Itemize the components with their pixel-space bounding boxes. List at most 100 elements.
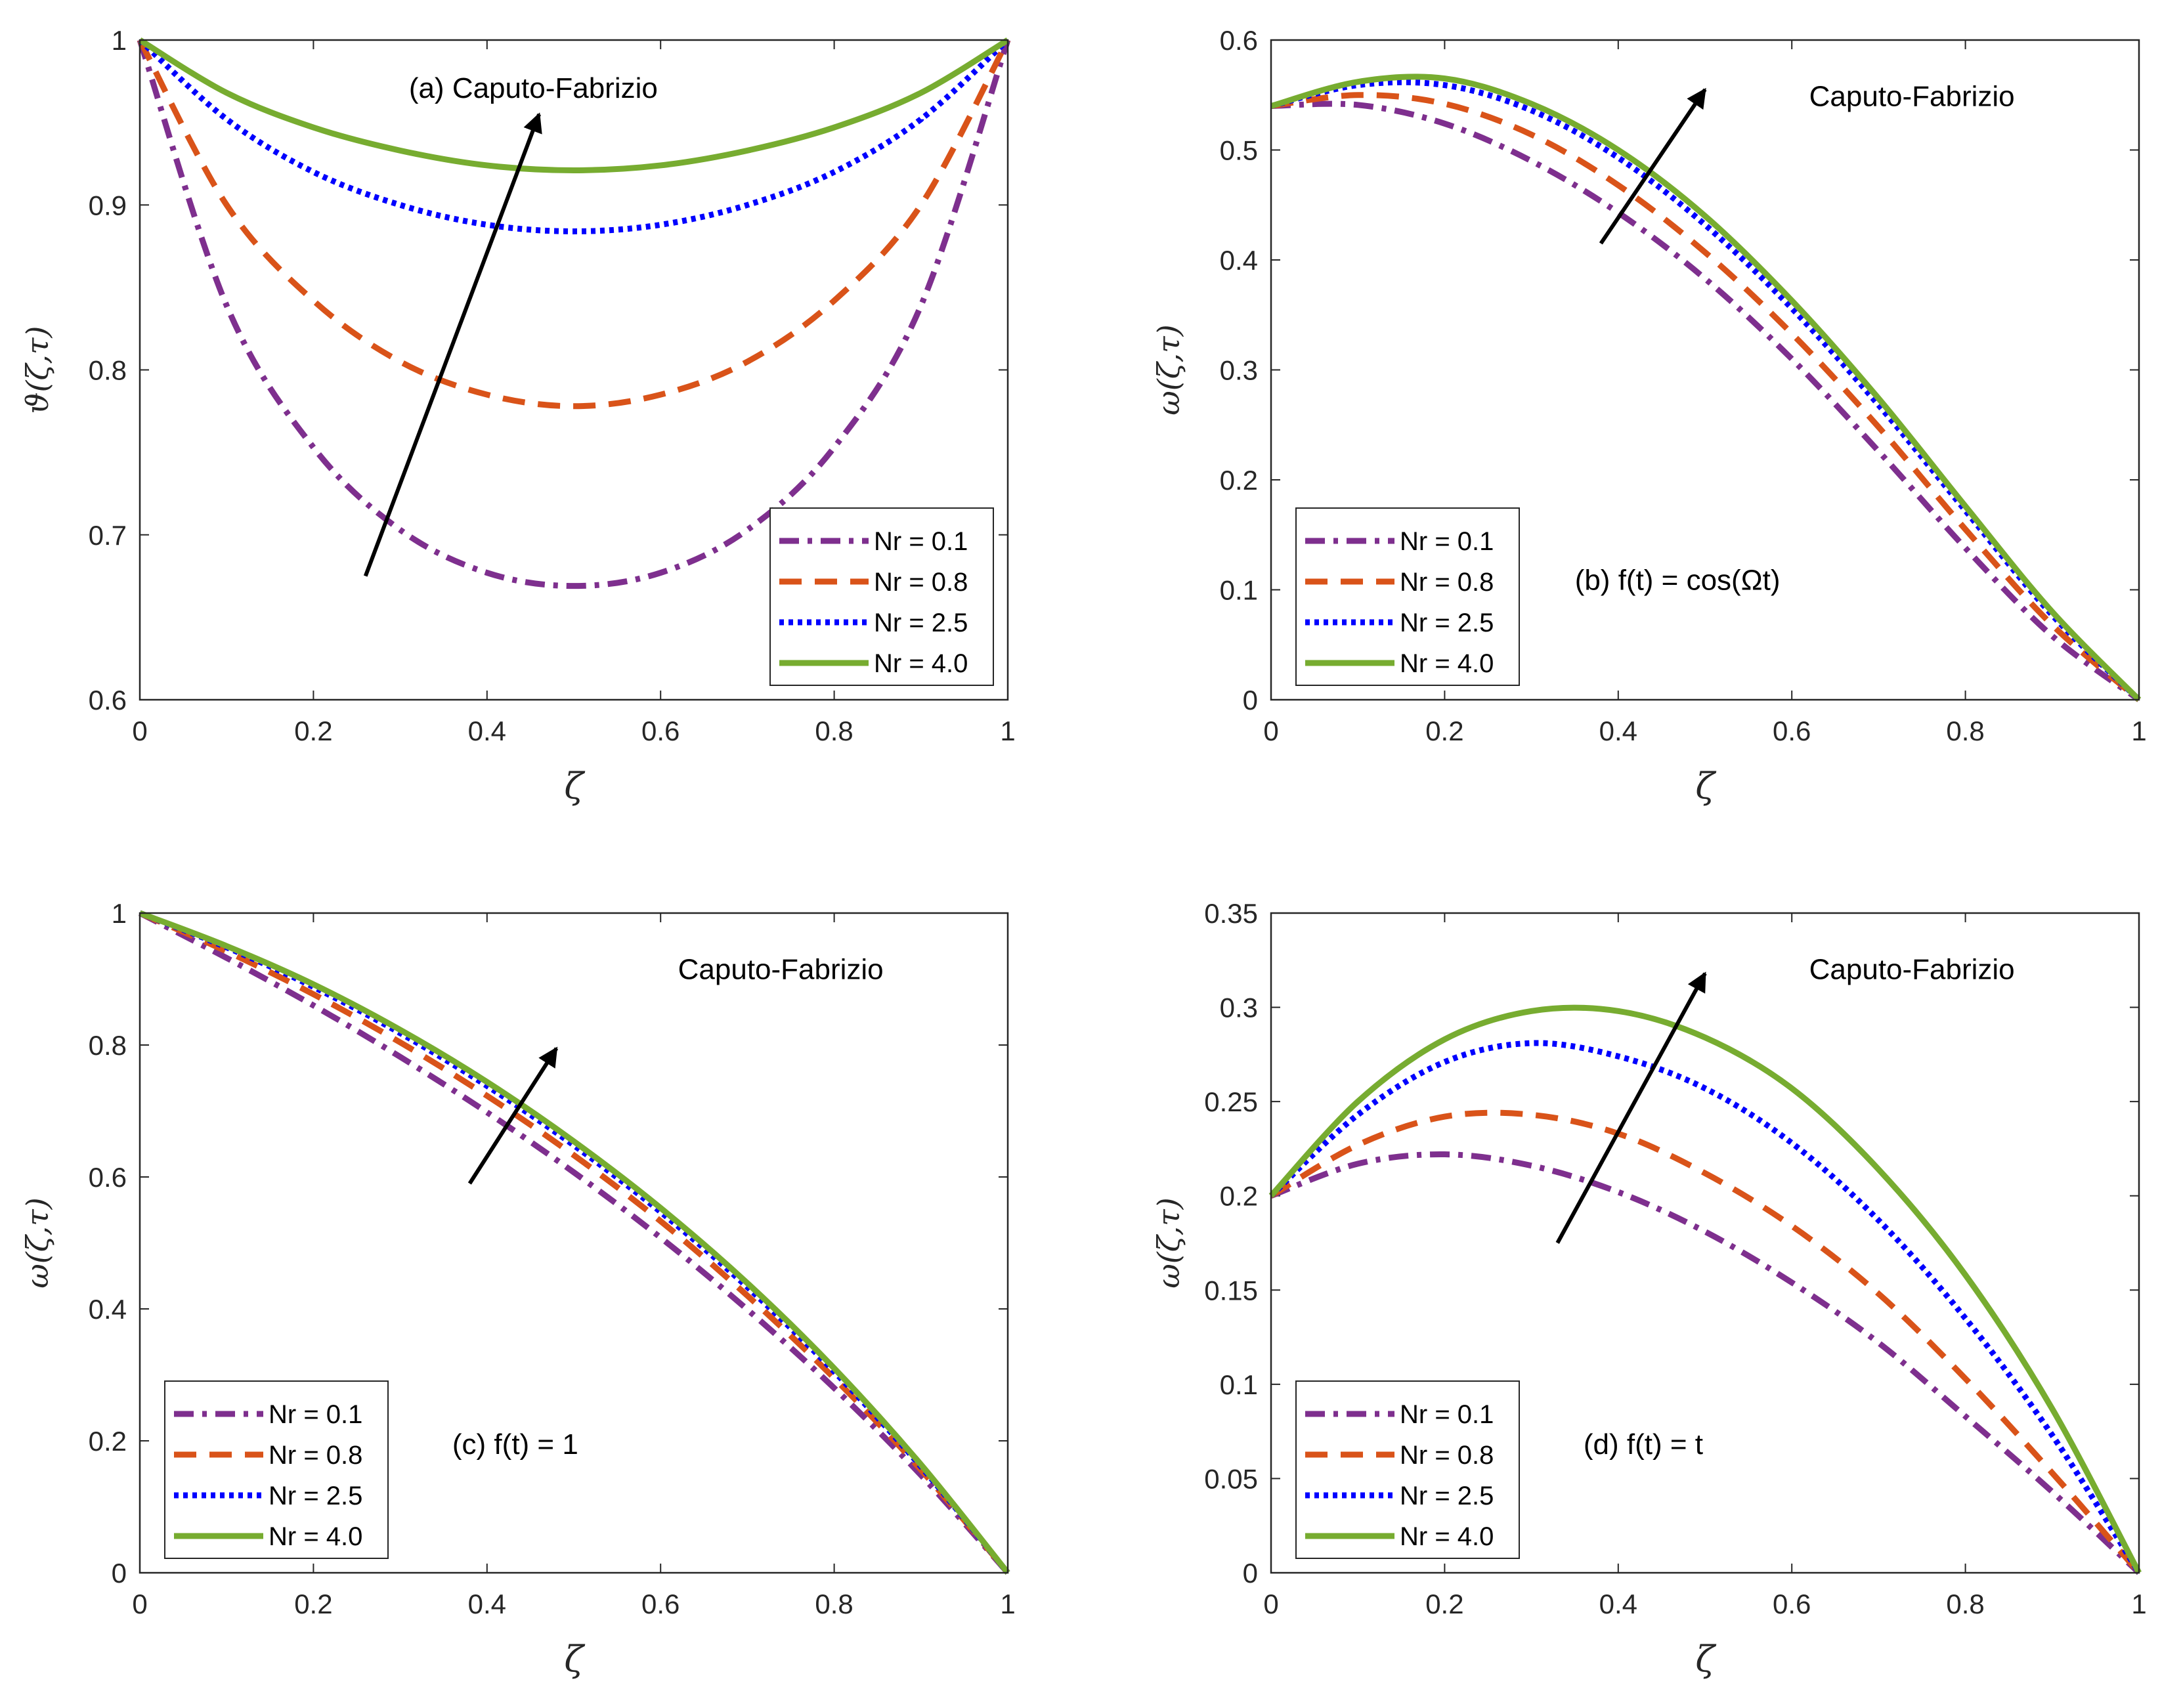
x-tick-label: 1 xyxy=(1000,715,1015,746)
annotation-text: (a) Caputo-Fabrizio xyxy=(409,72,658,104)
trend-arrow xyxy=(467,1046,559,1185)
y-tick-label: 0.2 xyxy=(89,1426,127,1457)
y-tick-label: 0.25 xyxy=(1204,1086,1258,1117)
x-tick-label: 0.2 xyxy=(294,1589,332,1619)
y-tick-label: 0.2 xyxy=(1220,465,1258,496)
y-tick-label: 0.8 xyxy=(89,1030,127,1061)
series-line-2 xyxy=(137,38,1010,410)
axes-box xyxy=(139,39,1009,701)
x-tick-label: 0.8 xyxy=(815,1589,853,1619)
legend-label: Nr = 0.8 xyxy=(874,568,968,597)
y-tick-label: 0.6 xyxy=(89,1162,127,1193)
series-line-3 xyxy=(137,37,1010,234)
legend-label: Nr = 0.1 xyxy=(1400,527,1494,556)
trend-arrow xyxy=(1555,971,1707,1244)
legend-label: Nr = 2.5 xyxy=(874,608,968,637)
y-tick-label: 0 xyxy=(1243,1558,1258,1589)
legend-box xyxy=(1295,1380,1520,1559)
x-tick-label: 0.8 xyxy=(1946,715,1984,746)
legend-label: Nr = 4.0 xyxy=(1400,1522,1494,1551)
legend-box xyxy=(164,1380,389,1559)
legend-label: Nr = 0.8 xyxy=(269,1441,362,1470)
series-line-4 xyxy=(138,37,1010,173)
x-tick-label: 0.4 xyxy=(1599,1589,1637,1619)
y-tick-label: 0.05 xyxy=(1204,1463,1258,1494)
x-axis-label: ζ xyxy=(1695,1638,1716,1680)
x-tick-label: 0 xyxy=(132,1589,147,1619)
series-line-1 xyxy=(137,39,1011,589)
x-tick-label: 0.2 xyxy=(1425,1589,1463,1619)
panel-c: 0 0.2 0.4 0.6 0.8 1 0 0.2 0.4 0.6 0.8 1 Caputo-Fabri… xyxy=(20,898,1016,1680)
x-tick-label: 1 xyxy=(1000,1589,1015,1619)
axes-box xyxy=(1270,39,2140,701)
legend-label: Nr = 4.0 xyxy=(874,649,968,678)
legend-box xyxy=(769,507,994,686)
y-axis-label: ω(ζ,τ) xyxy=(1151,1197,1186,1288)
x-axis-label: ζ xyxy=(564,765,585,807)
x-tick-label: 0 xyxy=(132,715,147,746)
x-tick-label: 0.6 xyxy=(1773,715,1811,746)
panel-b: 0 0.2 0.4 0.6 0.8 1 0 0.1 0.2 0.3 0.4 0.5 0.6 Caputo-… xyxy=(1151,25,2147,807)
series-line-1 xyxy=(1270,1151,2142,1575)
x-tick-label: 1 xyxy=(2131,715,2146,746)
x-tick-label: 0.6 xyxy=(1773,1589,1811,1619)
annotation-text: Caputo-Fabrizio xyxy=(1809,81,2015,113)
y-tick-label: 0.6 xyxy=(89,685,127,715)
axes-box xyxy=(139,912,1009,1574)
legend-label: Nr = 2.5 xyxy=(269,1482,362,1510)
legend-label: Nr = 0.8 xyxy=(1400,1441,1494,1470)
y-tick-label: 0.3 xyxy=(1220,355,1258,386)
legend-box xyxy=(1295,507,1520,686)
y-tick-label: 0.7 xyxy=(89,520,127,551)
x-tick-label: 0.4 xyxy=(1599,715,1637,746)
x-axis-label: ζ xyxy=(564,1638,585,1680)
y-tick-label: 0.5 xyxy=(1220,135,1258,166)
legend-label: Nr = 2.5 xyxy=(1400,608,1494,637)
legend-label: Nr = 0.1 xyxy=(1400,1400,1494,1429)
panel-d: 0 0.2 0.4 0.6 0.8 1 0 0.05 0.1 0.15 0.2 0.25 0.3 0.35… xyxy=(1151,898,2147,1680)
series-line-1 xyxy=(138,910,1010,1575)
annotation-text: (d) f(t) = t xyxy=(1584,1428,1703,1461)
x-tick-label: 0.8 xyxy=(815,715,853,746)
legend-label: Nr = 0.8 xyxy=(1400,568,1494,597)
y-tick-label: 0 xyxy=(112,1558,127,1589)
y-tick-label: 1 xyxy=(112,898,127,929)
y-tick-label: 0.8 xyxy=(89,355,127,386)
x-tick-label: 0.2 xyxy=(294,715,332,746)
annotation-text: (c) f(t) = 1 xyxy=(452,1428,578,1461)
y-tick-label: 0.4 xyxy=(89,1294,127,1325)
legend: Nr = 0.1 Nr = 0.8 Nr = 2.5 Nr = 4.0 xyxy=(769,507,994,686)
y-axis-label: ϑ(ζ,τ) xyxy=(20,326,55,414)
x-tick-label: 1 xyxy=(2131,1589,2146,1619)
trend-arrow xyxy=(363,112,542,577)
y-tick-label: 0.6 xyxy=(1220,25,1258,56)
y-tick-label: 0.35 xyxy=(1204,898,1258,929)
legend-label: Nr = 4.0 xyxy=(1400,649,1494,678)
legend-label: Nr = 2.5 xyxy=(1400,1482,1494,1510)
legend: Nr = 0.1 Nr = 0.8 Nr = 2.5 Nr = 4.0 xyxy=(1295,507,1520,686)
y-axis-label: ω(ζ,τ) xyxy=(20,1197,55,1288)
x-tick-label: 0 xyxy=(1263,715,1278,746)
x-tick-label: 0.6 xyxy=(641,1589,680,1619)
x-tick-label: 0.2 xyxy=(1425,715,1463,746)
x-axis-label: ζ xyxy=(1695,765,1716,807)
series-line-2 xyxy=(1269,1109,2142,1575)
legend-label: Nr = 4.0 xyxy=(269,1522,362,1551)
series-line-2 xyxy=(139,910,1010,1575)
x-tick-label: 0.8 xyxy=(1946,1589,1984,1619)
x-tick-label: 0.4 xyxy=(468,1589,506,1619)
y-tick-label: 0.1 xyxy=(1220,575,1258,606)
y-tick-label: 0.15 xyxy=(1204,1275,1258,1306)
series-line-4 xyxy=(139,910,1010,1575)
series-line-4 xyxy=(1268,1004,2142,1575)
annotation-text: (b) f(t) = cos(Ωt) xyxy=(1575,565,1781,597)
trend-arrow xyxy=(1599,87,1707,245)
y-tick-label: 1 xyxy=(112,25,127,56)
y-tick-label: 0.2 xyxy=(1220,1181,1258,1212)
x-tick-label: 0.4 xyxy=(468,715,506,746)
y-axis-label: ω(ζ,τ) xyxy=(1151,324,1186,415)
series-line-2 xyxy=(1270,92,2141,702)
y-tick-label: 0.1 xyxy=(1220,1369,1258,1400)
x-tick-label: 0.6 xyxy=(641,715,680,746)
